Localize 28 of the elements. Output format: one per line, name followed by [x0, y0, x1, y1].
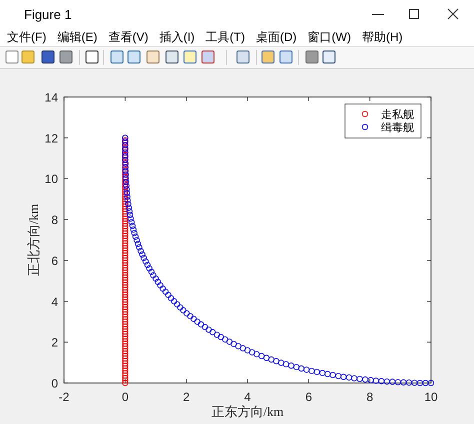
x-tick-label: -2	[58, 390, 70, 404]
x-tick-label: 6	[305, 390, 312, 404]
text: 编辑(E)	[57, 30, 98, 44]
x-tick-label: 4	[244, 390, 252, 404]
x-axis-title: 正东方向/km	[211, 404, 284, 419]
y-tick-label: 8	[51, 213, 58, 228]
text: 帮助(H)	[362, 30, 403, 44]
y-tick-label: 6	[51, 254, 58, 268]
caption: Figure 1	[24, 7, 72, 22]
x-tick-label: 10	[424, 390, 438, 404]
legend-label: 缉毒舰	[381, 121, 414, 134]
x-tick-label: 8	[366, 390, 374, 404]
text: 插入(I)	[159, 30, 195, 44]
y-tick-label: 14	[44, 90, 58, 104]
y-tick-label: 2	[51, 336, 58, 350]
y-tick-label: 10	[44, 172, 58, 186]
text: 窗口(W)	[308, 30, 351, 44]
text: 查看(V)	[108, 30, 148, 44]
x-tick-label: 2	[182, 390, 190, 404]
text: 桌面(D)	[256, 30, 297, 44]
text: 文件(F)	[7, 30, 46, 44]
text: 工具(T)	[206, 30, 245, 44]
y-tick-label: 0	[51, 376, 58, 390]
y-tick-label: 4	[51, 294, 58, 309]
x-tick-label: 0	[122, 390, 129, 404]
legend-label: 走私舰	[381, 108, 414, 121]
y-axis-title: 正北方向/km	[26, 204, 41, 276]
y-tick-label: 12	[44, 131, 58, 146]
